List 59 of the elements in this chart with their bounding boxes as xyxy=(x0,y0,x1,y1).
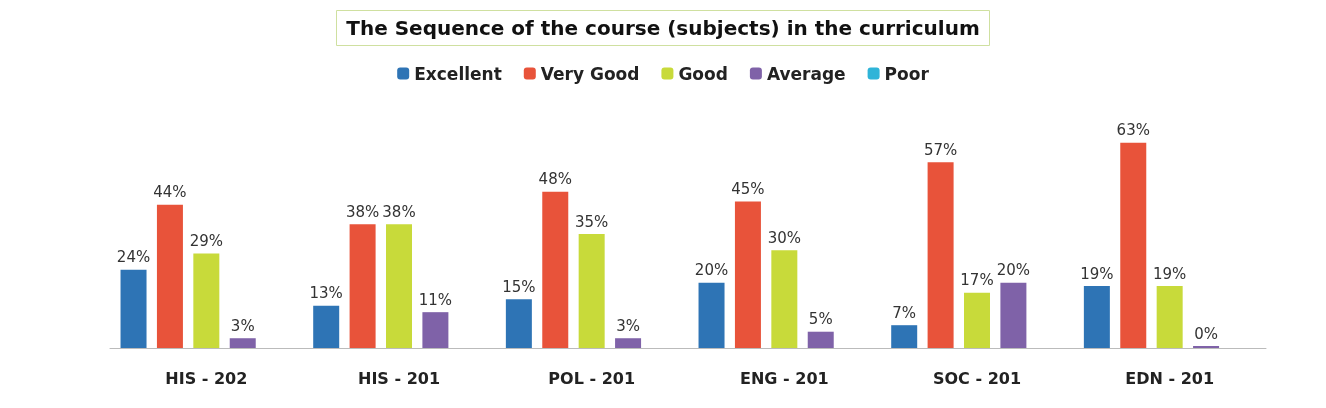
bar xyxy=(542,191,569,348)
x-tick-label: SOC - 201 xyxy=(932,368,1022,388)
bar xyxy=(386,224,412,348)
data-label: 0% xyxy=(1194,324,1218,343)
bar xyxy=(422,312,449,348)
bar xyxy=(156,204,183,348)
data-label: 7% xyxy=(892,303,917,322)
data-label: 38% xyxy=(382,202,416,221)
bar xyxy=(734,201,761,348)
chart-title: The Sequence of the course (subjects) in the curriculum xyxy=(346,16,980,40)
bar xyxy=(891,325,918,348)
bar xyxy=(698,282,725,348)
x-tick-label: EDN - 201 xyxy=(1125,368,1215,388)
legend-label: Good xyxy=(678,63,728,84)
data-label: 5% xyxy=(808,310,833,329)
data-label: 57% xyxy=(923,140,958,159)
data-label: 3% xyxy=(616,316,640,335)
bar xyxy=(615,338,642,348)
x-tick-label: HIS - 201 xyxy=(357,368,441,388)
data-label: 19% xyxy=(1152,264,1187,283)
data-label: 45% xyxy=(731,179,765,198)
bar xyxy=(771,250,798,348)
x-tick-label: POL - 201 xyxy=(548,368,636,388)
data-label: 63% xyxy=(1116,121,1150,140)
bar xyxy=(193,253,220,348)
bar xyxy=(807,331,834,348)
data-label: 48% xyxy=(538,170,572,189)
x-tick-label: HIS - 202 xyxy=(165,368,248,388)
data-label: 24% xyxy=(116,248,151,267)
data-label: 3% xyxy=(230,316,255,335)
data-label: 17% xyxy=(960,271,994,290)
data-label: 35% xyxy=(574,212,609,231)
data-label: 13% xyxy=(309,284,343,303)
bar xyxy=(505,299,532,348)
bar xyxy=(349,224,376,348)
bar xyxy=(313,305,340,348)
data-label: 38% xyxy=(345,202,380,221)
bar xyxy=(578,234,605,348)
data-label: 15% xyxy=(502,277,536,296)
data-label: 44% xyxy=(153,183,187,202)
data-label: 30% xyxy=(767,228,802,247)
data-label: 11% xyxy=(418,290,453,309)
x-tick-label: ENG - 201 xyxy=(740,368,829,388)
data-label: 20% xyxy=(996,261,1031,280)
data-label: 29% xyxy=(189,232,224,251)
bar xyxy=(1000,282,1027,348)
bar xyxy=(964,292,990,348)
bar xyxy=(927,162,954,348)
legend-label: Very Good xyxy=(540,63,640,84)
bar xyxy=(229,338,256,348)
data-label: 19% xyxy=(1080,264,1114,283)
bar xyxy=(120,269,147,348)
bar xyxy=(1156,286,1183,348)
legend-label: Poor xyxy=(884,63,930,84)
legend-label: Excellent xyxy=(414,63,502,84)
legend-label: Average xyxy=(766,63,846,84)
bar xyxy=(1083,286,1110,348)
bar xyxy=(1120,142,1147,348)
data-label: 20% xyxy=(694,261,729,280)
